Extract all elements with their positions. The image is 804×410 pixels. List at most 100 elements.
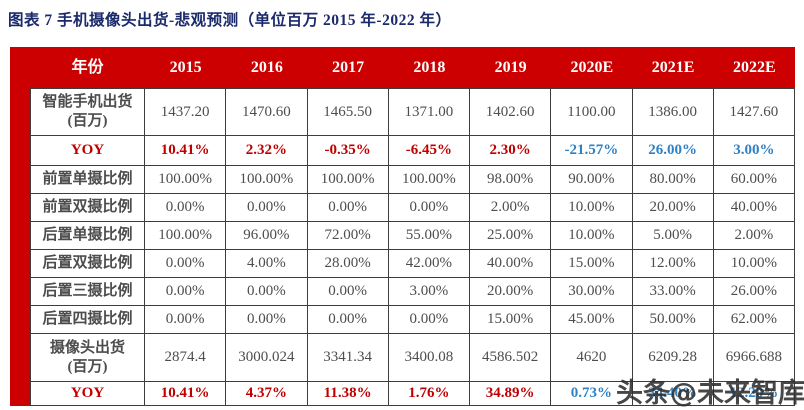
table-cell: 6209.28 — [632, 334, 714, 382]
table-cell: 100.00% — [145, 166, 227, 194]
table-cell: 0.00% — [226, 194, 308, 222]
table-cell: 11.38% — [307, 382, 389, 406]
table-cell: 1.76% — [388, 382, 470, 406]
table-cell: 20.00% — [470, 278, 552, 306]
table-cell: 0.00% — [307, 194, 389, 222]
forecast-table-wrap: 年份 2015 2016 2017 2018 2019 2020E 2021E 2022E 智能手… — [10, 47, 795, 406]
table-cell: 2.32% — [226, 136, 308, 166]
header-cell: 2015 — [145, 47, 227, 88]
table-cell: -6.45% — [388, 136, 470, 166]
table-cell: 40.00% — [713, 194, 795, 222]
table-cell: 1402.60 — [470, 88, 552, 136]
table-cell: 34.89% — [470, 382, 552, 406]
table-cell: 5.00% — [632, 222, 714, 250]
table-cell: 4.37% — [226, 382, 308, 406]
table-cell: 0.00% — [388, 306, 470, 334]
table-cell: 4586.502 — [470, 334, 552, 382]
table-cell: 1465.50 — [307, 88, 389, 136]
header-cell: 2022E — [713, 47, 795, 88]
table-cell: 3.00% — [713, 136, 795, 166]
table-cell: 26.00% — [632, 136, 714, 166]
table-cell: 1371.00 — [388, 88, 470, 136]
table-cell: 1386.00 — [632, 88, 714, 136]
table-cell: 45.00% — [551, 306, 633, 334]
table-cell: 90.00% — [551, 166, 633, 194]
table-cell: 0.00% — [307, 278, 389, 306]
header-cell: 2017 — [307, 47, 389, 88]
table-cell: 100.00% — [388, 166, 470, 194]
table-cell: -21.57% — [551, 136, 633, 166]
table-cell: 3.00% — [388, 278, 470, 306]
table-cell: 0.00% — [145, 194, 227, 222]
row-label: 后置四摄比例 — [30, 306, 145, 334]
row-label: 前置双摄比例 — [30, 194, 145, 222]
table-cell: 0.00% — [145, 306, 227, 334]
header-year-label: 年份 — [30, 47, 145, 88]
table-cell: 10.41% — [145, 136, 227, 166]
table-cell: 42.00% — [388, 250, 470, 278]
table-cell: 0.00% — [388, 194, 470, 222]
left-accent-bar — [10, 47, 30, 406]
table-cell: 6966.688 — [713, 334, 795, 382]
row-label: 摄像头出货 (百万) — [30, 334, 145, 382]
row-label: 前置单摄比例 — [30, 166, 145, 194]
table-cell: 72.00% — [307, 222, 389, 250]
forecast-table: 年份 2015 2016 2017 2018 2019 2020E 2021E 2022E 智能手… — [30, 47, 795, 406]
row-label: 后置三摄比例 — [30, 278, 145, 306]
table-cell: 26.00% — [713, 278, 795, 306]
table-cell: 3341.34 — [307, 334, 389, 382]
table-cell: 2.00% — [713, 222, 795, 250]
table-cell: 60.00% — [713, 166, 795, 194]
table-cell: 34.40% — [632, 382, 714, 406]
table-cell: 28.00% — [307, 250, 389, 278]
table-cell: 55.00% — [388, 222, 470, 250]
row-label: YOY — [30, 382, 145, 406]
table-cell: 98.00% — [470, 166, 552, 194]
table-cell: 0.00% — [226, 306, 308, 334]
table-cell: 80.00% — [632, 166, 714, 194]
table-cell: 0.00% — [226, 278, 308, 306]
table-cell: 1437.20 — [145, 88, 227, 136]
row-label: 智能手机出货 (百万) — [30, 88, 145, 136]
table-cell: 96.00% — [226, 222, 308, 250]
header-cell: 2018 — [388, 47, 470, 88]
table-cell: 10.00% — [551, 194, 633, 222]
header-cell: 2021E — [632, 47, 714, 88]
table-cell: 40.00% — [470, 250, 552, 278]
table-cell: 1427.60 — [713, 88, 795, 136]
table-cell: 3000.024 — [226, 334, 308, 382]
table-cell: 12.20% — [713, 382, 795, 406]
table-cell: 100.00% — [307, 166, 389, 194]
table-cell: 100.00% — [145, 222, 227, 250]
table-cell: 50.00% — [632, 306, 714, 334]
table-cell: 30.00% — [551, 278, 633, 306]
header-cell: 2020E — [551, 47, 633, 88]
table-cell: 15.00% — [470, 306, 552, 334]
table-cell: 4620 — [551, 334, 633, 382]
table-cell: 33.00% — [632, 278, 714, 306]
table-cell: 0.00% — [145, 278, 227, 306]
table-cell: -0.35% — [307, 136, 389, 166]
table-cell: 0.73% — [551, 382, 633, 406]
table-cell: 100.00% — [226, 166, 308, 194]
table-cell: 0.00% — [145, 250, 227, 278]
table-cell: 1100.00 — [551, 88, 633, 136]
row-label: 后置双摄比例 — [30, 250, 145, 278]
table-cell: 0.00% — [307, 306, 389, 334]
table-cell: 25.00% — [470, 222, 552, 250]
table-cell: 2874.4 — [145, 334, 227, 382]
row-label: YOY — [30, 136, 145, 166]
table-cell: 3400.08 — [388, 334, 470, 382]
table-cell: 1470.60 — [226, 88, 308, 136]
header-cell: 2016 — [226, 47, 308, 88]
table-cell: 10.00% — [713, 250, 795, 278]
table-cell: 2.30% — [470, 136, 552, 166]
table-cell: 2.00% — [470, 194, 552, 222]
table-cell: 4.00% — [226, 250, 308, 278]
row-label: 后置单摄比例 — [30, 222, 145, 250]
header-cell: 2019 — [470, 47, 552, 88]
table-cell: 62.00% — [713, 306, 795, 334]
table-cell: 10.41% — [145, 382, 227, 406]
figure-title: 图表 7 手机摄像头出货-悲观预测（单位百万 2015 年-2022 年） — [8, 12, 452, 29]
